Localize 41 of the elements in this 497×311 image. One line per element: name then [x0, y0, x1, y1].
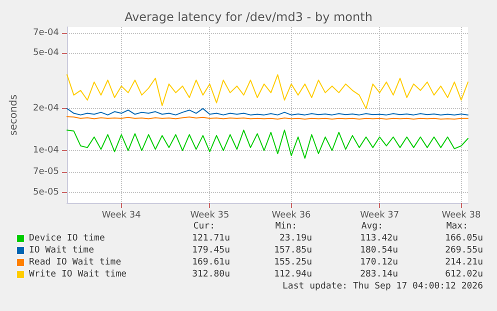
y-tick-label: 5e-05: [33, 187, 59, 198]
line-series: [66, 74, 468, 110]
text: Max:: [446, 222, 468, 232]
text: 157.85u: [274, 246, 312, 256]
legend-label: Device IO time: [29, 234, 105, 244]
text: Min:: [275, 222, 298, 232]
text: 214.21u: [445, 258, 484, 268]
y-tick-label: 2e-04: [33, 104, 60, 114]
text: 312.80u: [192, 270, 230, 280]
text: 269.55u: [445, 246, 484, 256]
y-axis-title: seconds: [8, 94, 20, 136]
text: Last update: Thu Sep 17 04:00:12 2026: [282, 282, 483, 292]
x-tick-label: Week 37: [360, 210, 400, 220]
text: 179.45u: [192, 246, 230, 256]
text: 155.25u: [274, 258, 312, 268]
y-tick-label: 1e-04: [33, 146, 60, 156]
text: 121.71u: [192, 234, 230, 244]
line-series: [66, 108, 468, 116]
text: 112.94u: [274, 270, 312, 280]
line-series: [66, 130, 468, 159]
chart-title: Average latency for /dev/md3 - by month: [124, 10, 372, 24]
y-tick-label: 7e-04: [33, 28, 60, 38]
legend-label: Read IO Wait time: [29, 258, 122, 268]
text: Cur:: [193, 222, 216, 232]
text: 169.61u: [192, 258, 230, 268]
text: 166.05u: [445, 234, 484, 244]
x-tick-label: Week 38: [442, 210, 481, 220]
text: 612.02u: [445, 270, 484, 280]
text: 170.12u: [360, 258, 398, 268]
x-tick-label: Week 35: [190, 210, 230, 220]
text: 180.54u: [360, 246, 398, 256]
text: Avg:: [361, 222, 384, 232]
y-tick-label: 7e-05: [33, 167, 59, 178]
text: 23.19u: [279, 234, 312, 244]
text: 283.14u: [360, 270, 398, 280]
legend-label: Write IO Wait time: [29, 270, 127, 280]
y-tick-label: 5e-04: [33, 48, 60, 58]
legend-label: IO Wait time: [29, 246, 94, 256]
x-tick-label: Week 34: [102, 210, 142, 220]
x-tick-label: Week 36: [272, 210, 312, 220]
text: 113.42u: [360, 234, 398, 244]
